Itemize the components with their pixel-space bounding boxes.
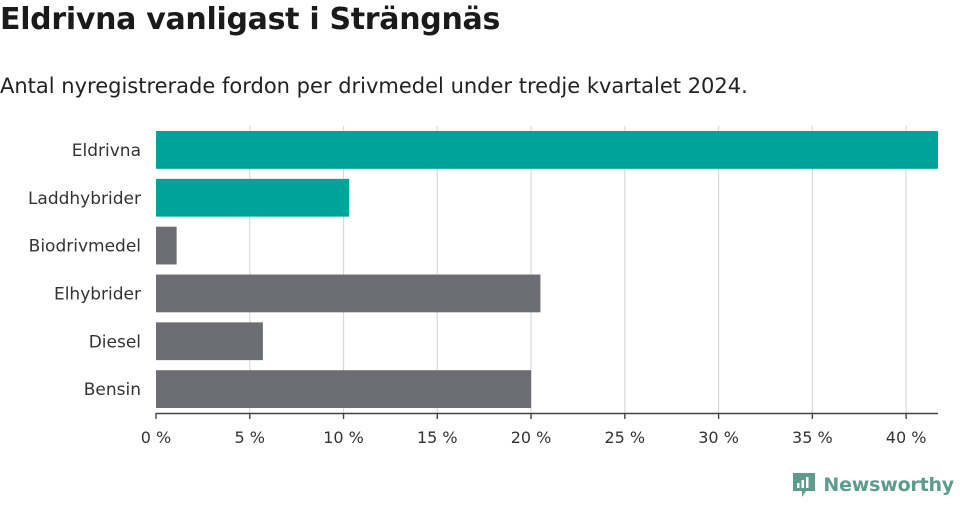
x-tick-label: 0 %	[141, 428, 171, 447]
category-label: Bensin	[84, 380, 141, 400]
x-tick-label: 25 %	[604, 428, 645, 447]
category-label: Diesel	[89, 332, 141, 352]
category-label: Elhybrider	[54, 284, 141, 304]
bar	[156, 274, 541, 313]
bar	[156, 322, 263, 361]
bar	[156, 370, 532, 408]
newsworthy-logo-icon	[793, 473, 816, 497]
x-tick-label: 40 %	[886, 428, 927, 447]
chart-title: Eldrivna vanligast i Strängnäs	[0, 2, 501, 37]
x-tick-label: 10 %	[323, 428, 364, 447]
brand-logo: Newsworthy	[791, 471, 954, 499]
category-label: Laddhybrider	[28, 189, 141, 209]
bar	[156, 178, 350, 217]
x-tick-label: 5 %	[235, 428, 265, 447]
bar	[156, 226, 177, 265]
x-tick-label: 20 %	[511, 428, 552, 447]
x-tick-label: 30 %	[698, 428, 739, 447]
x-tick-label: 35 %	[792, 428, 833, 447]
bar	[156, 131, 938, 169]
brand-name: Newsworthy	[823, 474, 954, 496]
category-label: Eldrivna	[72, 141, 141, 161]
x-tick-label: 15 %	[417, 428, 458, 447]
category-label: Biodrivmedel	[29, 237, 141, 257]
bar-chart: Eldrivna Laddhybrider Biodrivmedel Elhybrid…	[28, 126, 938, 447]
chart-subtitle: Antal nyregistrerade fordon per drivmede…	[0, 74, 748, 98]
